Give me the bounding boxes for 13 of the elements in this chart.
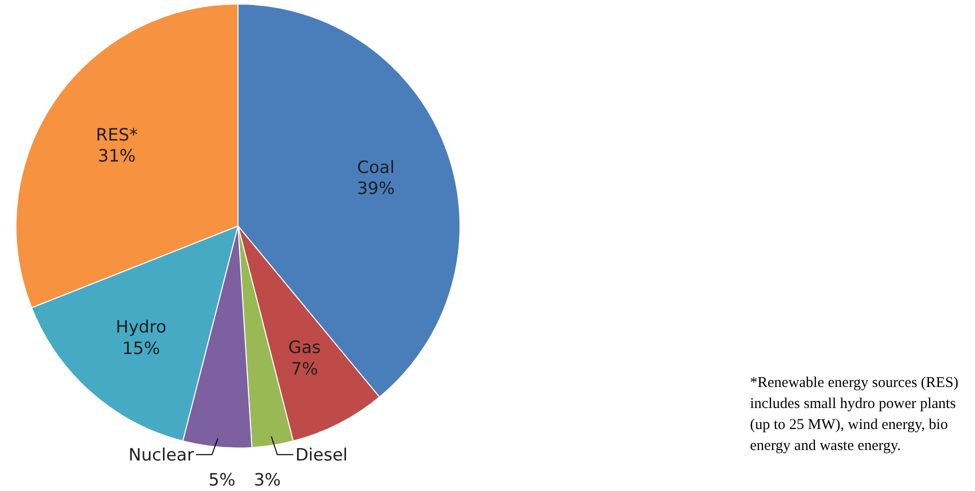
data-label: 39% [356, 179, 395, 200]
slice-label: Diesel [295, 446, 348, 466]
slice-label: Nuclear [128, 446, 194, 466]
slice-label: Coal [357, 158, 395, 178]
data-label: 7% [291, 359, 318, 380]
slice-label: Gas [288, 338, 321, 358]
data-label: 15% [122, 338, 160, 359]
text: *Renewable energy sources (RES) includes small hydro power plants (up to 25 MW), wind energy, bio energy and waste energy. [750, 375, 958, 454]
slice-label: RES* [96, 125, 138, 146]
data-label: 3% [254, 470, 281, 491]
slice-label: Hydro [116, 318, 166, 338]
data-label: 31% [98, 146, 136, 166]
data-label: 5% [208, 470, 236, 491]
